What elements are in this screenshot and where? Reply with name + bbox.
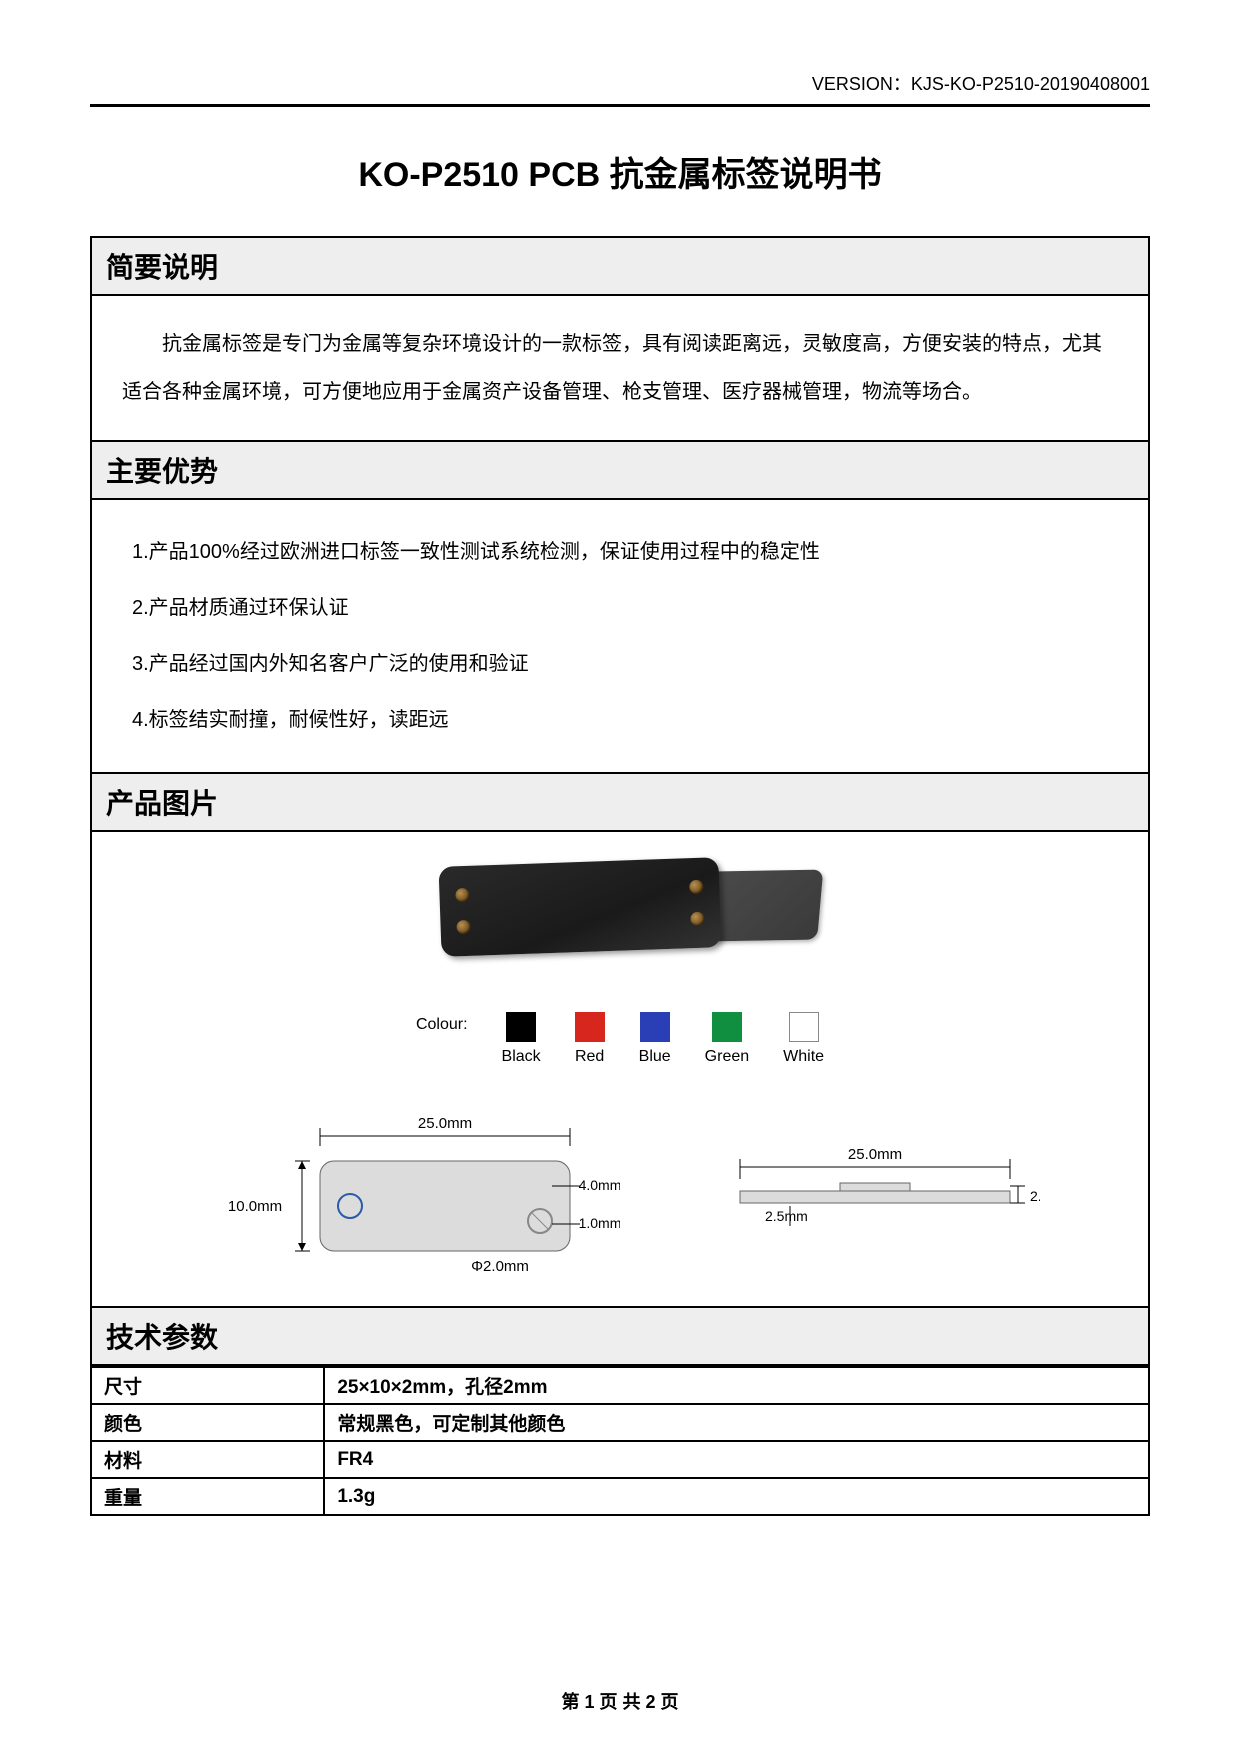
swatch-label: White <box>783 1048 824 1066</box>
table-row: 材料 FR4 <box>92 1441 1148 1478</box>
dim-inner-bottom-label: 1.0mm <box>579 1215 620 1231</box>
colour-swatch-blue: Blue <box>639 1012 671 1066</box>
table-row: 重量 1.3g <box>92 1478 1148 1514</box>
swatch-label: Green <box>705 1048 749 1066</box>
version-label: VERSION：KJS-KO-P2510-20190408001 <box>90 70 1150 96</box>
advantages-body: 1.产品100%经过欧洲进口标签一致性测试系统检测，保证使用过程中的稳定性 2.… <box>92 500 1148 772</box>
page-footer: 第 1 页 共 2 页 <box>0 1688 1240 1714</box>
spec-value: FR4 <box>324 1441 1148 1478</box>
section-heading-brief: 简要说明 <box>92 238 1148 296</box>
swatch-icon <box>506 1012 536 1042</box>
spec-key: 颜色 <box>92 1404 324 1441</box>
section-heading-product-image: 产品图片 <box>92 772 1148 832</box>
advantage-item: 4.标签结实耐撞，耐候性好，读距远 <box>132 692 1108 748</box>
swatch-label: Black <box>502 1048 541 1066</box>
swatch-icon <box>789 1012 819 1042</box>
swatch-label: Red <box>575 1048 604 1066</box>
colour-swatch-red: Red <box>575 1012 605 1066</box>
front-dimension-diagram: 25.0mm 10.0mm Φ2.0mm 4.0mm 1.0mm <box>200 1106 620 1276</box>
product-photo <box>420 862 820 982</box>
content-frame: 简要说明 抗金属标签是专门为金属等复杂环境设计的一款标签，具有阅读距离远，灵敏度… <box>90 236 1150 1516</box>
colour-swatch-green: Green <box>705 1012 749 1066</box>
dim-side-width-label: 25.0mm <box>848 1146 902 1163</box>
advantage-item: 3.产品经过国内外知名客户广泛的使用和验证 <box>132 636 1108 692</box>
colour-swatch-white: White <box>783 1012 824 1066</box>
swatch-label: Blue <box>639 1048 671 1066</box>
tag-front-piece <box>439 857 722 957</box>
rivet-icon <box>690 912 704 926</box>
advantage-item: 2.产品材质通过环保认证 <box>132 580 1108 636</box>
table-row: 尺寸 25×10×2mm，孔径2mm <box>92 1367 1148 1404</box>
rivet-icon <box>689 880 703 894</box>
dim-side-left-label: 2.5mm <box>765 1208 808 1224</box>
dim-hole-label: Φ2.0mm <box>471 1258 529 1275</box>
dimension-diagrams-row: 25.0mm 10.0mm Φ2.0mm 4.0mm 1.0mm <box>112 1106 1128 1276</box>
section-heading-specs: 技术参数 <box>92 1306 1148 1366</box>
swatch-icon <box>712 1012 742 1042</box>
product-image-body: Colour: Black Red Blue Green White <box>92 832 1148 1306</box>
colour-label: Colour: <box>416 1012 468 1034</box>
spec-key: 材料 <box>92 1441 324 1478</box>
dim-height-label: 10.0mm <box>228 1198 282 1215</box>
colour-swatch-black: Black <box>502 1012 541 1066</box>
document-title: KO-P2510 PCB 抗金属标签说明书 <box>90 147 1150 196</box>
swatch-icon <box>640 1012 670 1042</box>
advantage-item: 1.产品100%经过欧洲进口标签一致性测试系统检测，保证使用过程中的稳定性 <box>132 524 1108 580</box>
spec-value: 常规黑色，可定制其他颜色 <box>324 1404 1148 1441</box>
brief-body: 抗金属标签是专门为金属等复杂环境设计的一款标签，具有阅读距离远，灵敏度高，方便安… <box>92 296 1148 440</box>
spec-table: 尺寸 25×10×2mm，孔径2mm 颜色 常规黑色，可定制其他颜色 材料 FR… <box>92 1366 1148 1514</box>
dim-width-label: 25.0mm <box>418 1115 472 1132</box>
dim-side-right-label: 2.0mm <box>1030 1188 1040 1204</box>
dim-inner-top-label: 4.0mm <box>579 1177 620 1193</box>
swatch-icon <box>575 1012 605 1042</box>
spec-key: 重量 <box>92 1478 324 1514</box>
table-row: 颜色 常规黑色，可定制其他颜色 <box>92 1404 1148 1441</box>
side-dimension-diagram: 25.0mm 2.5mm 2.0mm <box>710 1131 1040 1251</box>
colour-options-row: Colour: Black Red Blue Green White <box>416 1012 824 1066</box>
spec-value: 25×10×2mm，孔径2mm <box>324 1367 1148 1404</box>
brief-text: 抗金属标签是专门为金属等复杂环境设计的一款标签，具有阅读距离远，灵敏度高，方便安… <box>122 320 1118 416</box>
header-rule <box>90 104 1150 107</box>
spec-value: 1.3g <box>324 1478 1148 1514</box>
spec-key: 尺寸 <box>92 1367 324 1404</box>
section-heading-advantages: 主要优势 <box>92 440 1148 500</box>
